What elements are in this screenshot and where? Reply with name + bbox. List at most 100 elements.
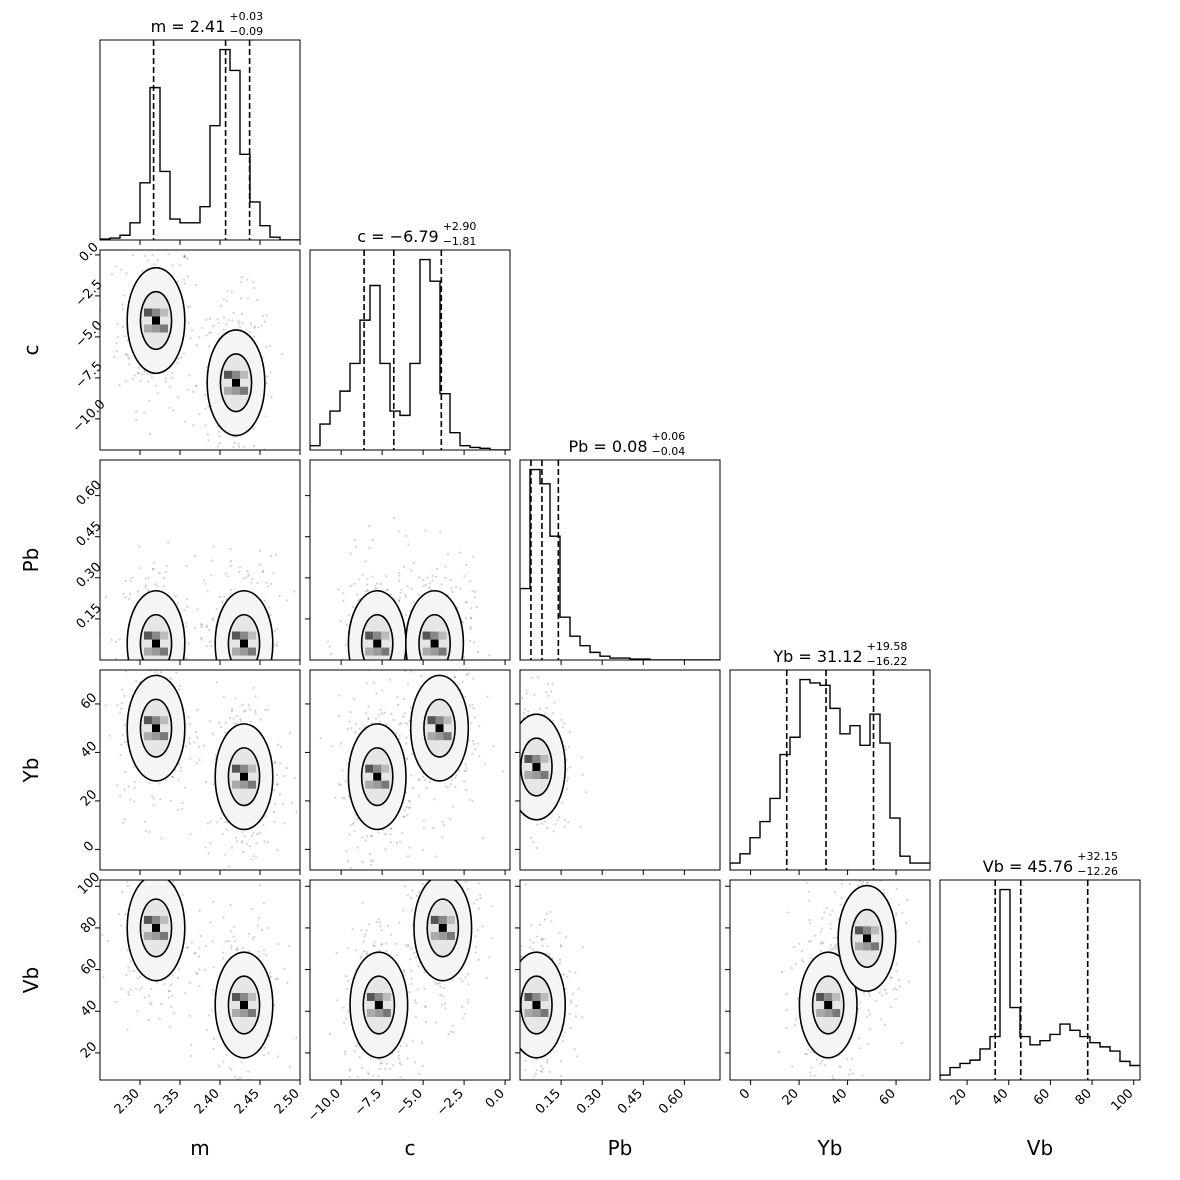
- sample-point: [829, 913, 832, 916]
- sample-point: [136, 1010, 139, 1013]
- density-cell: [224, 370, 232, 379]
- sample-point: [232, 935, 235, 938]
- sample-point: [154, 583, 157, 586]
- sample-point: [387, 924, 390, 927]
- sample-point: [139, 379, 142, 382]
- sample-point: [240, 280, 243, 284]
- sample-point: [432, 820, 434, 822]
- sample-point: [517, 959, 519, 961]
- sample-point: [254, 709, 257, 712]
- sample-point: [894, 998, 897, 1001]
- density-cell: [443, 732, 452, 741]
- sample-point: [368, 525, 371, 528]
- sample-point: [511, 1008, 513, 1010]
- sample-point: [448, 663, 450, 665]
- sample-point: [155, 837, 157, 839]
- sample-point: [390, 712, 393, 716]
- sample-point: [163, 576, 166, 580]
- sample-point: [540, 822, 543, 825]
- density-cell: [540, 993, 549, 1001]
- sample-point: [113, 355, 116, 359]
- panel-frame: [309, 879, 511, 1081]
- sample-point: [335, 951, 338, 955]
- sample-point: [404, 593, 407, 596]
- sample-point: [241, 830, 244, 834]
- sample-point: [505, 1051, 507, 1053]
- sample-point: [192, 844, 194, 846]
- panel-Yb-hist: Yb = 31.12+19.58−16.22: [729, 640, 931, 875]
- sample-point: [252, 335, 256, 338]
- sample-point: [170, 983, 173, 987]
- sample-point: [267, 1052, 270, 1055]
- sample-point: [906, 898, 909, 901]
- sample-point: [378, 949, 381, 952]
- sample-point: [515, 801, 517, 803]
- sample-point: [360, 929, 363, 932]
- title-c: c = −6.79: [357, 227, 438, 246]
- sample-point: [220, 705, 222, 707]
- density-cell: [240, 370, 248, 379]
- sample-point: [165, 675, 167, 677]
- sample-point: [361, 901, 364, 904]
- sample-point: [453, 676, 456, 679]
- sample-point: [524, 707, 527, 711]
- y-tick-label-c: 0.0: [77, 240, 102, 265]
- sample-point: [391, 674, 393, 676]
- sample-point: [840, 896, 843, 899]
- sample-point: [125, 353, 129, 356]
- sample-point: [110, 273, 114, 276]
- sample-point: [191, 682, 193, 684]
- sample-point: [900, 1042, 903, 1045]
- sample-point: [472, 739, 475, 742]
- sample-point: [328, 1032, 331, 1035]
- sample-point: [264, 708, 267, 711]
- sample-point: [251, 671, 253, 673]
- sample-point: [184, 991, 187, 995]
- sample-point: [250, 858, 253, 861]
- sample-point: [479, 896, 482, 900]
- density-cell: [446, 915, 455, 924]
- sample-point: [350, 726, 353, 729]
- sample-point: [204, 424, 207, 427]
- panel-c-vs-Yb: [305, 669, 511, 875]
- sample-point: [511, 708, 513, 710]
- sample-point: [477, 958, 480, 961]
- sample-point: [127, 991, 130, 994]
- sample-point: [260, 928, 264, 932]
- sample-point: [158, 572, 161, 575]
- sample-point: [380, 929, 383, 932]
- sample-point: [128, 363, 131, 366]
- sample-point: [170, 1005, 173, 1008]
- sample-point: [283, 967, 286, 970]
- sample-point: [140, 986, 144, 989]
- sample-point: [808, 940, 811, 943]
- panel-content: [101, 837, 298, 1080]
- sample-point: [239, 662, 241, 664]
- sample-point: [255, 856, 258, 859]
- sample-point: [504, 724, 506, 726]
- sample-point: [417, 965, 420, 968]
- density-cell: [232, 780, 240, 789]
- density-cell: [160, 915, 168, 924]
- sample-point: [208, 331, 211, 334]
- sample-point: [374, 717, 378, 720]
- sample-point: [187, 716, 190, 719]
- sample-point: [187, 321, 190, 324]
- sample-point: [191, 390, 195, 393]
- sample-point: [212, 545, 215, 548]
- sample-point: [463, 1012, 466, 1016]
- y-tick-label-Vb: 60: [78, 956, 100, 978]
- sample-point: [423, 778, 426, 781]
- sample-point: [405, 534, 408, 537]
- sample-point: [437, 661, 439, 663]
- sample-point: [206, 822, 209, 825]
- sample-point: [208, 628, 211, 631]
- sample-point: [212, 681, 214, 683]
- sample-point: [423, 987, 426, 991]
- sample-point: [252, 454, 254, 456]
- panel-Pb-hist: Pb = 0.08+0.06−0.04: [519, 430, 721, 665]
- sample-point: [365, 950, 368, 954]
- sample-point: [164, 377, 167, 380]
- sample-point: [859, 1047, 862, 1050]
- sample-point: [461, 842, 463, 844]
